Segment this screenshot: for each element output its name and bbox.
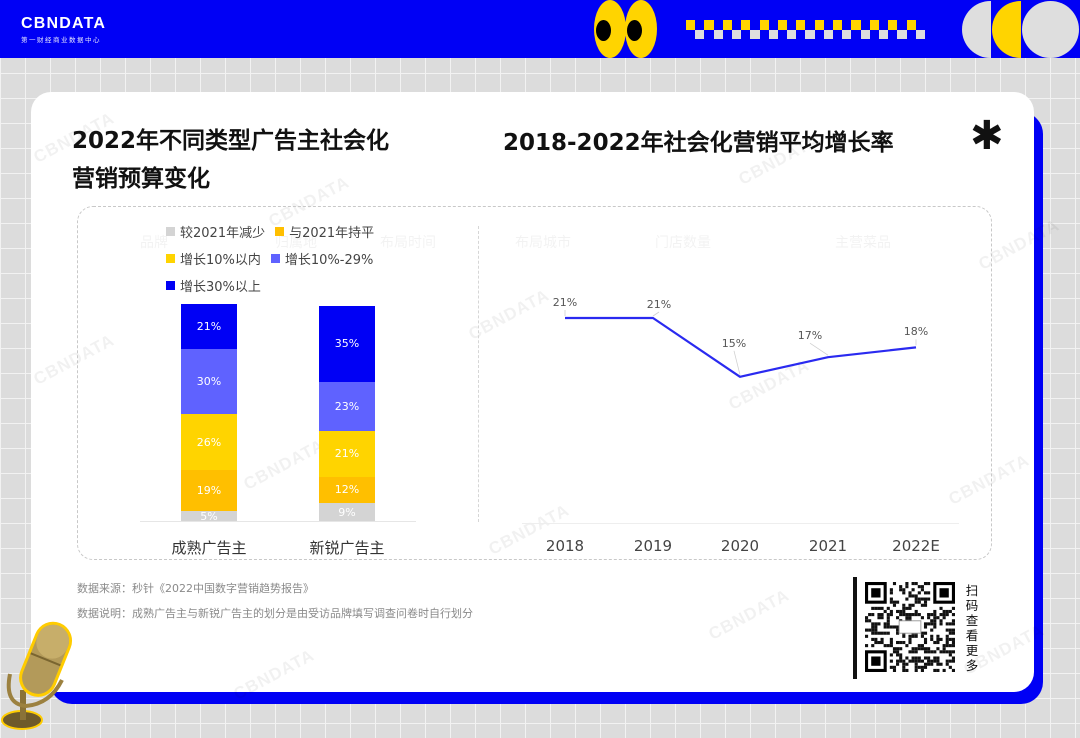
category-label: 新锐广告主 [309, 539, 385, 557]
qr-accent-bar [853, 577, 857, 679]
x-axis-tick-label: 2021 [808, 537, 848, 555]
right-chart-title: 2018-2022年社会化营销平均增长率 [503, 130, 894, 156]
panel-divider [478, 226, 479, 522]
bar-segment: 19% [181, 470, 237, 512]
eye-left-icon [594, 0, 626, 58]
bar-segment: 21% [181, 303, 237, 350]
legend-swatch [166, 254, 175, 263]
eye-right-icon [625, 0, 657, 58]
bar-segment: 5% [181, 510, 237, 523]
bar-segment: 26% [181, 414, 237, 471]
data-explanation-note: 数据说明：成熟广告主与新锐广告主的划分是由受访品牌填写调查问卷时自行划分 [77, 607, 473, 620]
point-label: 21% [552, 296, 578, 309]
microphone-icon [1, 621, 73, 730]
legend-item: 增长10%-29% [270, 249, 373, 268]
legend-item: 与2021年持平 [275, 222, 374, 241]
cbndata-logo: CBNDATA 第一财经商业数据中心 [21, 15, 106, 44]
top-banner: CBNDATA 第一财经商业数据中心 [0, 0, 1080, 58]
checker-pattern-icon [686, 20, 925, 39]
bar-segment: 9% [319, 502, 375, 522]
bar-chart-baseline [140, 521, 416, 522]
qr-code[interactable] [865, 582, 955, 672]
logo-text: CBNDATA [21, 15, 107, 32]
bar-chart-legend: 较2021年减少 与2021年持平 增长10%以内 增长10%-29% 增长30… [166, 218, 384, 299]
legend-swatch [166, 227, 175, 236]
x-axis-tick-label: 2022E [892, 537, 940, 555]
point-label: 15% [721, 336, 747, 350]
legend-item: 增长30%以上 [166, 276, 261, 295]
point-label: 21% [646, 298, 672, 311]
x-axis-tick-label: 2020 [720, 537, 760, 555]
left-chart-title: 2022年不同类型广告主社会化 营销预算变化 [72, 128, 390, 192]
bar-segment: 23% [319, 381, 375, 432]
bar-segment: 30% [181, 349, 237, 414]
bar-segment: 21% [319, 431, 375, 477]
bar-segment: 35% [319, 306, 375, 382]
legend-swatch [166, 281, 175, 290]
data-source-note: 数据来源：秒针《2022中国数字营销趋势报告》 [77, 582, 314, 595]
qr-caption: 扫码查看更多 [965, 583, 979, 673]
legend-item: 较2021年减少 [166, 222, 265, 241]
point-label: 18% [903, 325, 929, 339]
logo-subtitle: 第一财经商业数据中心 [21, 36, 101, 44]
legend-swatch [275, 227, 285, 236]
chart-panel [77, 206, 992, 560]
circle-gray-icon [1022, 1, 1079, 58]
bar-segment: 12% [319, 476, 375, 503]
x-axis-tick-label: 2018 [545, 537, 585, 555]
category-label: 成熟广告主 [171, 539, 247, 557]
point-label: 17% [797, 329, 823, 343]
legend-item: 增长10%以内 [166, 249, 261, 268]
legend-swatch [270, 254, 280, 263]
x-axis-tick-label: 2019 [633, 537, 673, 555]
asterisk-icon: ✱ [970, 113, 1004, 159]
line-chart-baseline [522, 523, 959, 524]
